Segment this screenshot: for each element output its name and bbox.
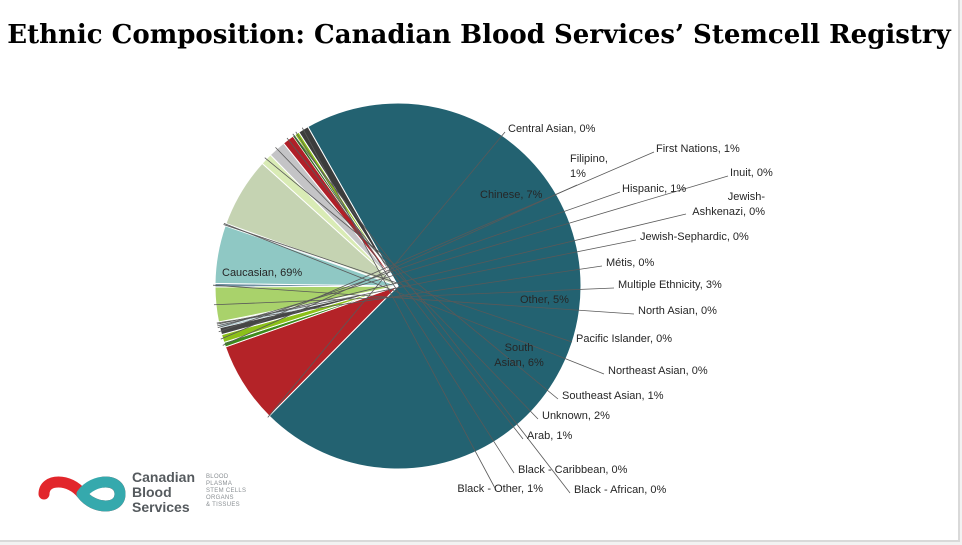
data-label-black-caribbean: Black - Caribbean, 0% — [518, 464, 628, 476]
data-label-other: Other, 5% — [520, 294, 569, 306]
leader-line-jewish-sephardic — [216, 239, 637, 325]
logo-tagline: BLOOD PLASMA STEM CELLS ORGANS & TISSUES — [206, 474, 246, 509]
data-label-unknown: Unknown, 2% — [542, 410, 610, 422]
chart-title: Ethnic Composition: Canadian Blood Servi… — [7, 20, 951, 50]
logo-tagline-line: ORGANS — [206, 495, 234, 501]
leader-line-arab — [286, 137, 524, 440]
leader-line-black-caribbean — [295, 131, 515, 474]
leader-line-unknown — [275, 147, 539, 420]
leader-line-northeast-asian — [223, 223, 605, 375]
data-label-southeast-asian: Southeast Asian, 1% — [562, 390, 664, 402]
logo-teal-loop — [76, 476, 126, 512]
data-label-hispanic: Hispanic, 1% — [622, 183, 686, 195]
data-label-south-asian: South Asian, 6% — [494, 342, 544, 369]
leader-line-southeast-asian — [264, 157, 559, 400]
data-label-jewish-sephardic: Jewish-Sephardic, 0% — [640, 231, 749, 243]
logo-name-line: Canadian — [132, 469, 196, 485]
canadian-blood-services-logo: Canadian Blood Services BLOOD PLASMA STE… — [36, 466, 276, 526]
logo-tagline-line: PLASMA — [206, 481, 233, 487]
logo-tagline-line: BLOOD — [206, 474, 229, 480]
leader-line-north-asian — [212, 284, 635, 315]
data-label-first-nations: First Nations, 1% — [656, 143, 740, 155]
data-label-arab: Arab, 1% — [527, 430, 572, 442]
logo-name-line: Blood — [132, 484, 172, 500]
logo-name: Canadian Blood Services — [132, 470, 195, 515]
data-label-chinese: Chinese, 7% — [480, 189, 543, 201]
leader-line-jewish-ashkenazi — [217, 213, 687, 327]
data-label-northeast-asian: Northeast Asian, 0% — [608, 365, 708, 377]
leader-line-inuit — [217, 175, 729, 329]
infinity-logo-icon — [38, 476, 126, 512]
leader-line-black-african — [292, 133, 571, 494]
leader-line-central-asian — [267, 131, 506, 418]
data-label-pacific-islander: Pacific Islander, 0% — [576, 333, 672, 345]
leader-line-filipino — [222, 184, 578, 346]
logo-name-line: Services — [132, 499, 190, 515]
data-label-black-other: Black - Other, 1% — [457, 483, 543, 495]
leader-line-black-other — [301, 127, 497, 491]
data-label-central-asian: Central Asian, 0% — [508, 123, 596, 135]
data-label-jewish-ashkenazi: Jewish-Ashkenazi, 0% — [692, 191, 765, 218]
data-label-multiple-ethnicity: Multiple Ethnicity, 3% — [618, 279, 722, 291]
data-label-filipino: Filipino, 1% — [570, 153, 608, 180]
data-label-inuit: Inuit, 0% — [730, 167, 773, 179]
leader-line-hispanic — [218, 191, 621, 333]
leader-line-multiple-ethnicity — [213, 287, 615, 306]
data-label-black-african: Black - African, 0% — [574, 484, 667, 496]
data-label-north-asian: North Asian, 0% — [638, 305, 717, 317]
logo-tagline-line: STEM CELLS — [206, 488, 247, 494]
data-label-caucasian: Caucasian, 69% — [222, 267, 302, 279]
leader-line-pacific-islander — [223, 224, 573, 343]
data-label-metis: Métis, 0% — [606, 257, 655, 269]
logo-tagline-line: & TISSUES — [206, 502, 240, 508]
